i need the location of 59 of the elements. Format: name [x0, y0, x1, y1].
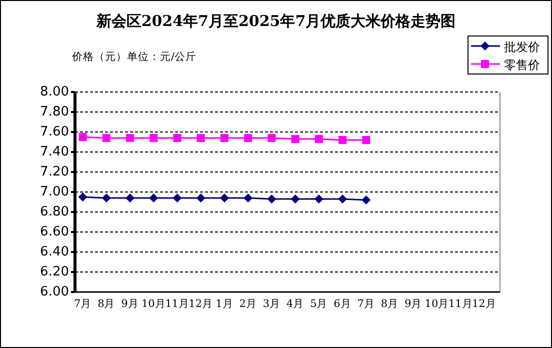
- point: [126, 194, 135, 202]
- point: [102, 194, 111, 202]
- point: [173, 134, 182, 142]
- x-tick-label: 7月: [357, 298, 375, 310]
- x-tick-label: 7月: [74, 298, 92, 310]
- point: [126, 134, 134, 142]
- point: [362, 136, 370, 144]
- x-tick-label: 9月: [404, 298, 422, 310]
- x-tick-label: 9月: [121, 298, 139, 310]
- y-tick-label: 7.00: [40, 184, 69, 200]
- chart-title: 新会区2024年7月至2025年7月优质大米价格走势图: [95, 12, 456, 30]
- y-tick-label: 8.00: [40, 84, 69, 100]
- legend-label: 零售价: [504, 58, 540, 72]
- legend-label: 批发价: [504, 40, 540, 54]
- point: [220, 194, 229, 202]
- y-tick-label: 7.80: [40, 104, 69, 120]
- point: [314, 194, 324, 204]
- y-tick-label: 7.20: [40, 164, 69, 180]
- point: [244, 194, 253, 202]
- point: [172, 194, 182, 202]
- point: [362, 196, 371, 204]
- x-tick-label: 10月: [141, 298, 166, 310]
- x-tick-label: 12月: [188, 298, 214, 310]
- point: [150, 134, 158, 142]
- x-tick-label: 10月: [424, 298, 450, 310]
- y-axis-title: 价格（元）单位：元/公斤: [71, 50, 197, 63]
- y-tick-label: 6.80: [40, 204, 69, 220]
- point: [78, 192, 88, 202]
- y-tick-label: 6.40: [40, 244, 69, 260]
- x-tick-label: 5月: [310, 298, 328, 310]
- x-tick-label: 4月: [286, 298, 304, 310]
- point: [267, 194, 276, 204]
- x-tick-label: 12月: [472, 298, 496, 310]
- point: [220, 134, 228, 142]
- x-tick-label: 11月: [165, 298, 190, 310]
- point: [196, 194, 206, 202]
- x-tick-label: 6月: [334, 298, 352, 310]
- x-tick-label: 8月: [98, 298, 116, 310]
- point: [196, 134, 205, 142]
- point: [314, 135, 323, 143]
- y-tick-label: 7.40: [40, 144, 69, 160]
- y-tick-label: 6.20: [40, 264, 69, 280]
- point: [291, 135, 300, 143]
- point: [149, 194, 158, 202]
- point: [338, 136, 347, 144]
- y-tick-label: 6.00: [40, 284, 69, 300]
- y-tick-label: 7.60: [40, 124, 69, 140]
- y-tick-label: 6.60: [40, 224, 69, 240]
- x-tick-label: 8月: [380, 298, 399, 310]
- x-tick-label: 2月: [239, 298, 257, 310]
- x-tick-label: 1月: [216, 298, 234, 310]
- point: [268, 134, 276, 142]
- x-tick-label: 3月: [262, 298, 281, 310]
- point: [338, 194, 348, 204]
- x-tick-label: 11月: [448, 298, 473, 310]
- point: [244, 134, 252, 142]
- point: [290, 194, 300, 204]
- point: [78, 133, 87, 141]
- point: [102, 134, 110, 142]
